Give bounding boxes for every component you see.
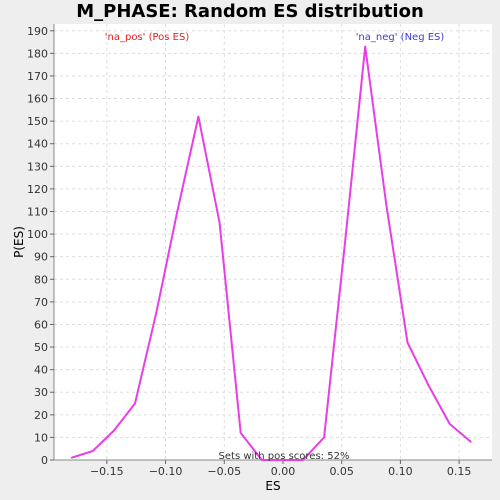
grid: [54, 24, 492, 461]
y-tick-label: 180: [27, 47, 48, 60]
y-tick-label: 20: [34, 409, 48, 422]
pos-scores-label: Sets with pos scores: 52%: [219, 451, 350, 462]
chart-title: M_PHASE: Random ES distribution: [76, 1, 424, 22]
y-tick-label: 90: [34, 251, 48, 264]
pos-es-label: 'na_pos' (Pos ES): [105, 32, 190, 43]
data-point: [239, 432, 242, 434]
data-point: [406, 341, 409, 344]
x-tick-label: −0.05: [207, 465, 241, 478]
y-tick-label: 140: [27, 138, 48, 151]
data-point: [323, 436, 325, 439]
data-point: [91, 450, 94, 452]
x-tick-label: 0.15: [447, 465, 472, 478]
y-tick-label: 120: [27, 183, 48, 196]
y-tick-label: 0: [41, 454, 48, 467]
data-point: [364, 45, 366, 48]
x-tick-label: 0.05: [329, 465, 354, 478]
series-group: [70, 45, 472, 461]
y-tick-label: 30: [34, 386, 48, 399]
y-tick-label: 160: [27, 93, 48, 106]
data-point: [176, 210, 179, 213]
y-tick-label: 50: [34, 341, 48, 354]
data-point: [70, 456, 73, 459]
y-tick-label: 40: [34, 364, 48, 377]
data-point: [197, 115, 200, 118]
x-tick-label: −0.10: [149, 465, 183, 478]
y-tick-label: 150: [27, 115, 48, 128]
data-point: [218, 221, 221, 224]
data-point: [302, 459, 304, 461]
data-point: [261, 459, 263, 461]
data-point: [155, 312, 157, 314]
data-point: [427, 384, 430, 387]
y-tick-label: 190: [27, 25, 48, 38]
x-axis-label: ES: [265, 479, 280, 493]
data-point: [470, 441, 472, 443]
data-point: [344, 240, 347, 242]
x-tick-label: 0.00: [271, 465, 296, 478]
neg-es-label: 'na_neg' (Neg ES): [356, 32, 445, 43]
series-line: [71, 45, 472, 461]
x-tick-label: −0.15: [90, 465, 124, 478]
plot-area: [54, 24, 492, 460]
data-point: [448, 423, 451, 425]
y-axis-label: P(ES): [12, 226, 26, 258]
y-tick-label: 10: [34, 431, 48, 444]
data-point: [385, 203, 388, 206]
y-tick-label: 60: [34, 318, 48, 331]
y-tick-label: 110: [27, 206, 48, 219]
x-tick-label: 0.10: [388, 465, 413, 478]
y-tick-label: 80: [34, 273, 48, 286]
data-point: [113, 429, 115, 432]
y-tick-label: 100: [27, 228, 48, 241]
data-point: [282, 459, 284, 461]
y-tick-label: 130: [27, 160, 48, 173]
y-tick-label: 70: [34, 296, 48, 309]
ticks: 0 10 20 30 40 50 60 70 80 90 100 110 120 130 140 150 160…: [27, 25, 471, 478]
data-point: [134, 402, 136, 405]
y-tick-label: 170: [27, 70, 48, 83]
